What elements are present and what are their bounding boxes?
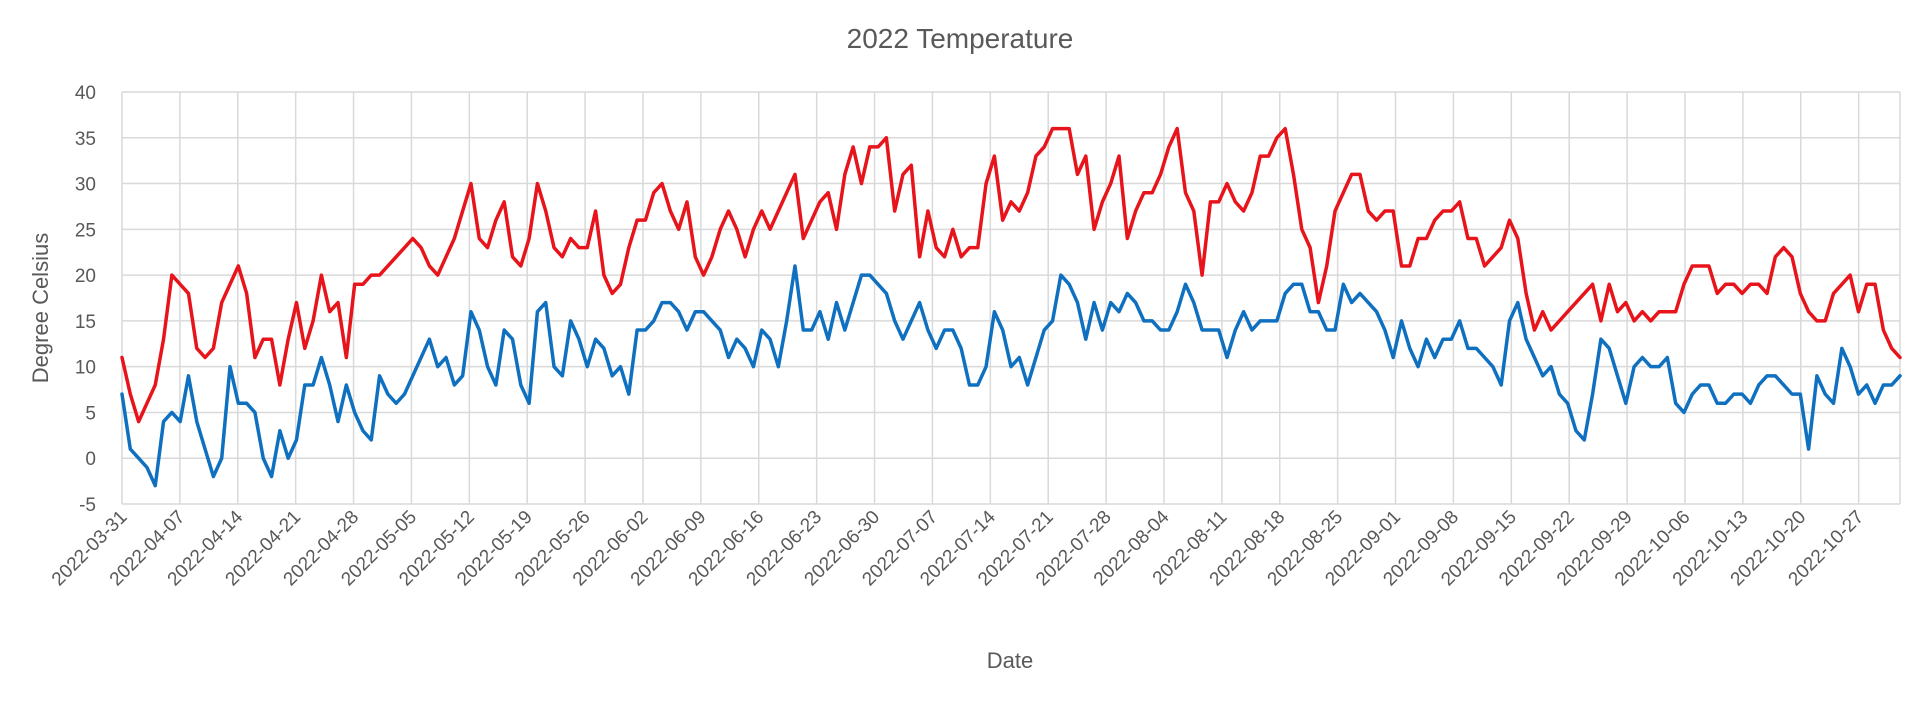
y-axis-tick-labels: -5 0 5 10 15 20 25 30 35 40 — [75, 83, 96, 516]
gridlines — [121, 91, 1901, 505]
series-lines — [120, 126, 1902, 488]
series-line-2 — [120, 264, 1902, 488]
chart-title: 2022 Temperature — [847, 23, 1074, 54]
series-line-1 — [120, 126, 1902, 424]
y-tick-label: 10 — [75, 358, 96, 379]
y-axis-title: Degree Celsius — [28, 233, 53, 383]
y-tick-label: 35 — [75, 129, 96, 150]
y-tick-label: -5 — [79, 495, 96, 516]
x-axis-title: Date — [987, 648, 1033, 673]
y-tick-label: 40 — [75, 83, 96, 104]
y-tick-label: 20 — [75, 266, 96, 287]
x-axis-tick-labels: 2022-03-312022-04-072022-04-142022-04-21… — [48, 506, 1868, 590]
y-tick-label: 15 — [75, 312, 96, 333]
y-tick-label: 5 — [85, 403, 96, 424]
y-tick-label: 25 — [75, 220, 96, 241]
y-tick-label: 30 — [75, 175, 96, 196]
y-tick-label: 0 — [85, 449, 96, 470]
